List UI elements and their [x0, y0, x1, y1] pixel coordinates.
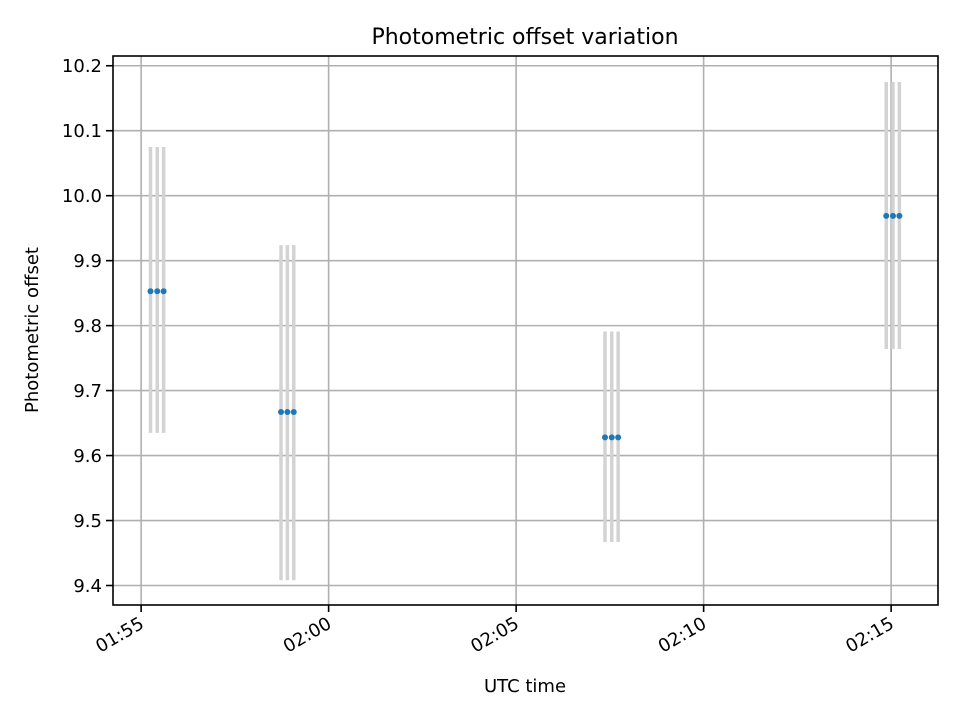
y-tick-label: 10.2 — [62, 56, 102, 77]
plot-frame — [112, 55, 939, 606]
y-tick-label: 10.0 — [62, 186, 102, 207]
data-point — [147, 288, 154, 295]
data-point — [290, 409, 297, 416]
data-point — [896, 212, 903, 219]
data-point — [160, 288, 167, 295]
data-point — [602, 434, 608, 441]
data-point — [154, 288, 161, 295]
data-point — [615, 434, 622, 441]
point-layer — [147, 212, 903, 441]
y-tick-label: 9.8 — [73, 316, 102, 337]
data-point — [284, 409, 291, 416]
y-tick-label: 9.5 — [73, 511, 102, 532]
chart-title: Photometric offset variation — [371, 25, 678, 50]
data-point — [278, 409, 284, 416]
x-axis-label: UTC time — [484, 676, 566, 697]
grid-layer — [113, 56, 938, 605]
y-tick-label: 9.6 — [73, 446, 102, 467]
data-point — [883, 212, 890, 219]
data-point — [608, 434, 615, 441]
data-point — [890, 212, 896, 219]
y-axis-label: Photometric offset — [22, 247, 43, 413]
y-tick-label: 10.1 — [62, 121, 102, 142]
y-tick-label: 9.9 — [73, 251, 102, 272]
y-tick-label: 9.4 — [73, 576, 102, 597]
y-tick-label: 9.7 — [73, 381, 102, 402]
